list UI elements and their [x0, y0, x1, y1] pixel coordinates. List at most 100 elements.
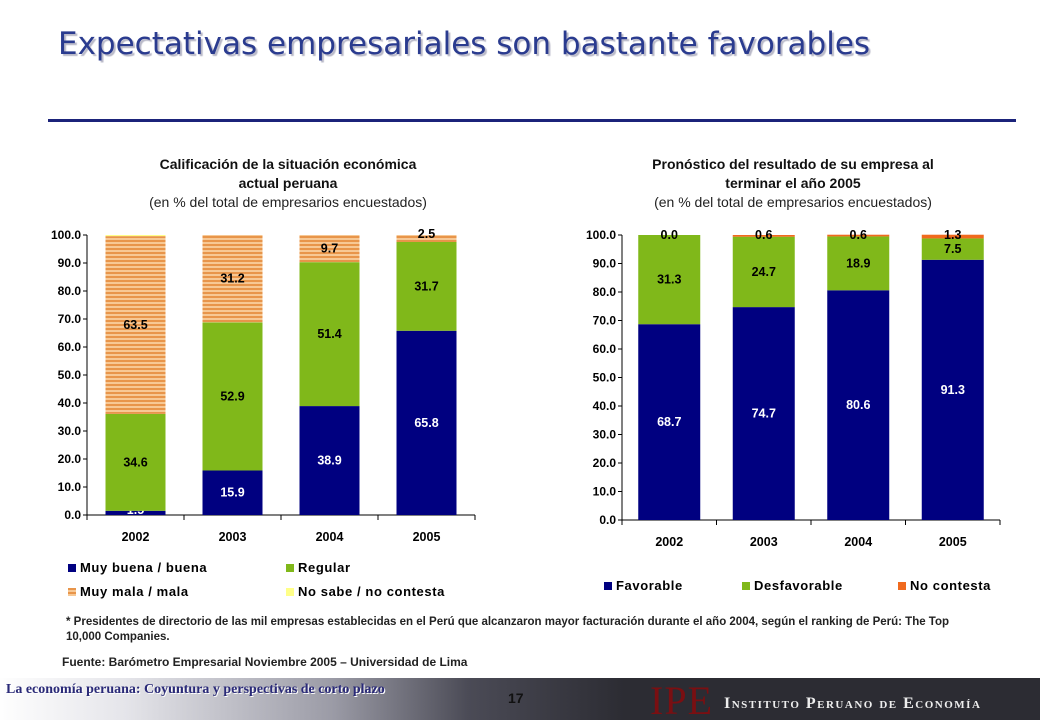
left-chart-bar-2004-regular: [299, 262, 360, 407]
source-note: Fuente: Barómetro Empresarial Noviembre …: [62, 655, 468, 669]
right-chart-data-label-2002-1: 31.3: [657, 273, 681, 287]
left-chart-data-label-2003-0: 15.9: [220, 486, 244, 500]
left-chart-y-tick-label: 80.0: [58, 284, 82, 298]
left-chart-y-tick-label: 70.0: [58, 312, 82, 326]
charts-canvas: 0.0 10.0 20.0 30.0 40.0 50.0 60.0 70.0 80.0 90.0 1…: [51, 227, 1001, 599]
right-chart-title-line2: terminar el año 2005: [725, 175, 861, 191]
left-chart-y-tick-label: 50.0: [58, 368, 82, 382]
left-chart-x-tick-label: 2005: [413, 530, 441, 544]
left-chart-bar-2003-regular: [202, 322, 263, 471]
right-chart-y-tick-label: 20.0: [593, 456, 617, 470]
left-chart-x-tick-label: 2002: [122, 530, 150, 544]
left-chart-y-tick-label: 60.0: [58, 340, 82, 354]
left-chart-data-label-2002-2: 63.5: [123, 318, 147, 332]
right-chart-y-tick-label: 30.0: [593, 428, 617, 442]
left-chart-data-label-2003-2: 31.2: [220, 272, 244, 286]
left-chart-legend-swatch-0: [68, 564, 76, 572]
right-chart-data-label-2005-0: 91.3: [941, 383, 965, 397]
left-chart-bar-2005-regular: [396, 242, 457, 331]
right-chart-bar-2004-favorable: [827, 290, 890, 520]
right-chart-data-label-2003-1: 24.7: [752, 265, 776, 279]
right-chart-data-label-2005-2: 1.3: [944, 228, 961, 242]
right-chart-legend-swatch-2: [898, 582, 906, 590]
right-chart-bar-2002-desfavorable: [638, 235, 701, 325]
left-chart-y-tick-label: 40.0: [58, 396, 82, 410]
right-chart-y-tick-label: 80.0: [593, 285, 617, 299]
footer-bar: [0, 678, 1040, 720]
left-chart-y-tick-label: 20.0: [58, 452, 82, 466]
right-chart-data-label-2002-0: 68.7: [657, 415, 681, 429]
right-chart-bar-2005-favorable: [921, 259, 984, 520]
left-chart-data-label-2003-1: 52.9: [220, 389, 244, 403]
left-chart-subtitle: (en % del total de empresarios encuestad…: [149, 194, 427, 210]
left-chart-data-label-2004-1: 51.4: [317, 327, 341, 341]
right-chart-x-tick-label: 2005: [939, 535, 967, 549]
left-stacked-bar-chart: 0.0 10.0 20.0 30.0 40.0 50.0 60.0 70.0 80.0 90.0 1…: [51, 227, 476, 599]
right-stacked-bar-chart: 0.0 10.0 20.0 30.0 40.0 50.0 60.0 70.0 80.0 90.0 1…: [586, 228, 1001, 593]
right-chart-x-tick-label: 2004: [844, 535, 872, 549]
institute-name: Instituto Peruano de Economía: [724, 695, 982, 712]
left-chart-legend-label-1: Regular: [298, 560, 351, 575]
left-chart-bar-2002-muy-buena-buena: [105, 510, 166, 515]
right-chart-bar-2002-favorable: [638, 324, 701, 520]
right-chart-bar-2004-no-contesta: [827, 234, 890, 237]
right-chart-y-tick-label: 100.0: [586, 228, 616, 242]
footer-presentation-title: La economía peruana: Coyuntura y perspec…: [6, 682, 385, 697]
left-chart-data-label-2004-2: 9.7: [321, 242, 338, 256]
title-divider: [48, 119, 1016, 122]
right-chart-heading: Pronóstico del resultado de su empresa a…: [600, 155, 986, 212]
right-chart-bar-2004-desfavorable: [827, 236, 890, 291]
right-chart-data-label-2004-1: 18.9: [846, 256, 870, 270]
right-chart-subtitle: (en % del total de empresarios encuestad…: [654, 194, 932, 210]
left-chart-bar-2003-muy-mala-mala: [202, 235, 263, 323]
right-chart-y-tick-label: 70.0: [593, 314, 617, 328]
right-chart-bar-2005-no-contesta: [921, 234, 984, 239]
left-chart-legend-swatch-2: [68, 588, 76, 596]
left-chart-legend-label-0: Muy buena / buena: [80, 560, 207, 575]
right-chart-bar-2003-favorable: [732, 307, 795, 520]
left-chart-y-tick-label: 90.0: [58, 256, 82, 270]
right-chart-y-tick-label: 90.0: [593, 257, 617, 271]
right-chart-y-tick-label: 0.0: [599, 513, 616, 527]
left-chart-bar-2004-muy-mala-mala: [299, 235, 360, 263]
left-chart-x-tick-label: 2004: [316, 530, 344, 544]
ipe-logo: IPE: [650, 678, 713, 723]
right-chart-data-label-2002-2: 0.0: [661, 228, 678, 242]
left-chart-legend-label-3: No sabe / no contesta: [298, 584, 445, 599]
left-chart-bar-2005-muy-buena-buena: [396, 330, 457, 515]
left-chart-data-label-2005-1: 31.7: [414, 279, 438, 293]
right-chart-y-tick-label: 40.0: [593, 399, 617, 413]
right-chart-data-label-2003-0: 74.7: [752, 407, 776, 421]
left-chart-legend-label-2: Muy mala / mala: [80, 584, 189, 599]
left-chart-bar-2002-regular: [105, 413, 166, 511]
right-chart-y-tick-label: 10.0: [593, 485, 617, 499]
right-chart-data-label-2005-1: 7.5: [944, 242, 961, 256]
right-chart-title-line1: Pronóstico del resultado de su empresa a…: [652, 156, 934, 172]
left-chart-data-label-2005-2: 2.5: [418, 227, 435, 241]
left-chart-heading: Calificación de la situación económica a…: [96, 155, 480, 212]
right-chart-legend-label-0: Favorable: [616, 578, 683, 593]
left-chart-bar-2003-muy-buena-buena: [202, 470, 263, 515]
left-chart-data-label-2005-0: 65.8: [414, 416, 438, 430]
right-chart-legend-label-2: No contesta: [910, 578, 991, 593]
page-title: Expectativas empresariales son bastante …: [58, 26, 871, 62]
right-chart-legend-swatch-0: [604, 582, 612, 590]
right-chart-legend-swatch-1: [742, 582, 750, 590]
left-chart-x-tick-label: 2003: [219, 530, 247, 544]
right-chart-y-tick-label: 60.0: [593, 342, 617, 356]
left-chart-title-line1: Calificación de la situación económica: [159, 156, 417, 172]
left-chart-y-tick-label: 30.0: [58, 424, 82, 438]
right-chart-data-label-2004-0: 80.6: [846, 398, 870, 412]
left-chart-bar-2002-no-sabe-no-contesta: [105, 235, 166, 237]
left-chart-bar-2005-muy-mala-mala: [396, 235, 457, 242]
right-chart-x-tick-label: 2002: [655, 535, 683, 549]
right-chart-x-tick-label: 2003: [750, 535, 778, 549]
right-chart-y-tick-label: 50.0: [593, 371, 617, 385]
right-chart-bar-2003-desfavorable: [732, 236, 795, 308]
left-chart-legend-swatch-3: [286, 588, 294, 596]
right-chart-data-label-2003-2: 0.6: [755, 228, 772, 242]
left-chart-bar-2002-muy-mala-mala: [105, 236, 166, 414]
left-chart-y-tick-label: 100.0: [51, 228, 81, 242]
left-chart-bar-2004-muy-buena-buena: [299, 406, 360, 515]
left-chart-data-label-2002-1: 34.6: [123, 455, 147, 469]
